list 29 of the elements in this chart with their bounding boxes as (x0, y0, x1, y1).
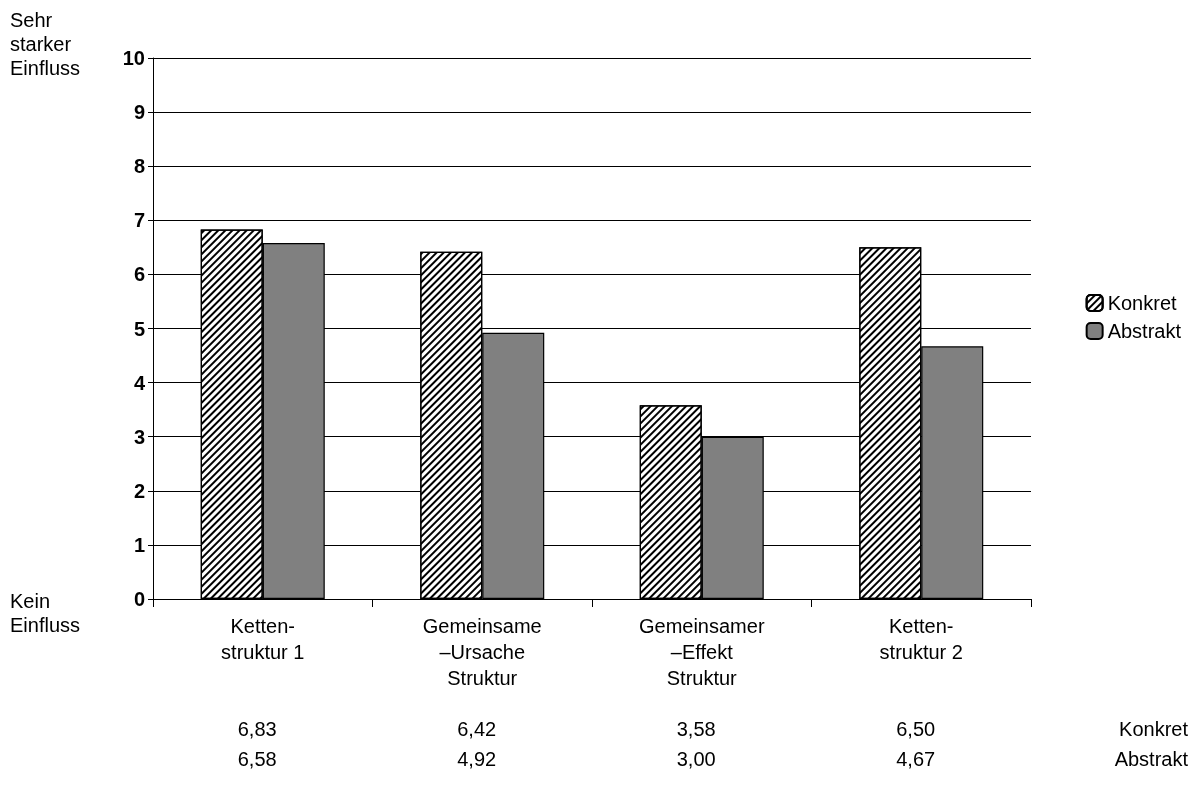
data-label: 3,00 (676, 748, 716, 770)
y-tick-label: 2 (133, 479, 145, 502)
y-tick-label: 8 (133, 155, 145, 178)
data-label: 6,50 (896, 718, 936, 740)
x-tick-label: Ketten- struktur 1 (221, 615, 305, 663)
data-label: 3,58 (676, 718, 716, 740)
data-label: 6,42 (457, 718, 497, 740)
y-tick-label: 4 (133, 371, 146, 394)
x-tick-label: Gemeinsamer –Effekt Struktur (638, 615, 765, 689)
y-tick-label: 5 (133, 317, 145, 340)
data-label: 4,67 (896, 748, 936, 770)
data-label: 4,92 (457, 748, 497, 770)
text: Abstrakt (1114, 748, 1188, 770)
text: Konkret (1119, 718, 1189, 740)
y-tick-label: 10 (122, 47, 145, 69)
y-tick-label: 7 (133, 209, 145, 232)
x-tick-label: Gemeinsame –Ursache Struktur (422, 615, 542, 689)
legend-label: Abstrakt (1107, 320, 1182, 342)
y-tick-label: 0 (133, 588, 145, 610)
y-tick-label: 6 (133, 263, 145, 286)
y-tick-label: 3 (133, 425, 145, 448)
text: Kein Einfluss (10, 590, 81, 636)
y-tick-label: 9 (133, 101, 145, 124)
x-tick-label: Ketten- struktur 2 (879, 615, 963, 663)
data-label: 6,83 (237, 718, 277, 740)
y-tick-label: 1 (133, 533, 145, 556)
text: Sehr starker Einfluss (10, 9, 81, 79)
data-label: 6,58 (237, 748, 277, 770)
legend-label: Konkret (1107, 292, 1178, 314)
